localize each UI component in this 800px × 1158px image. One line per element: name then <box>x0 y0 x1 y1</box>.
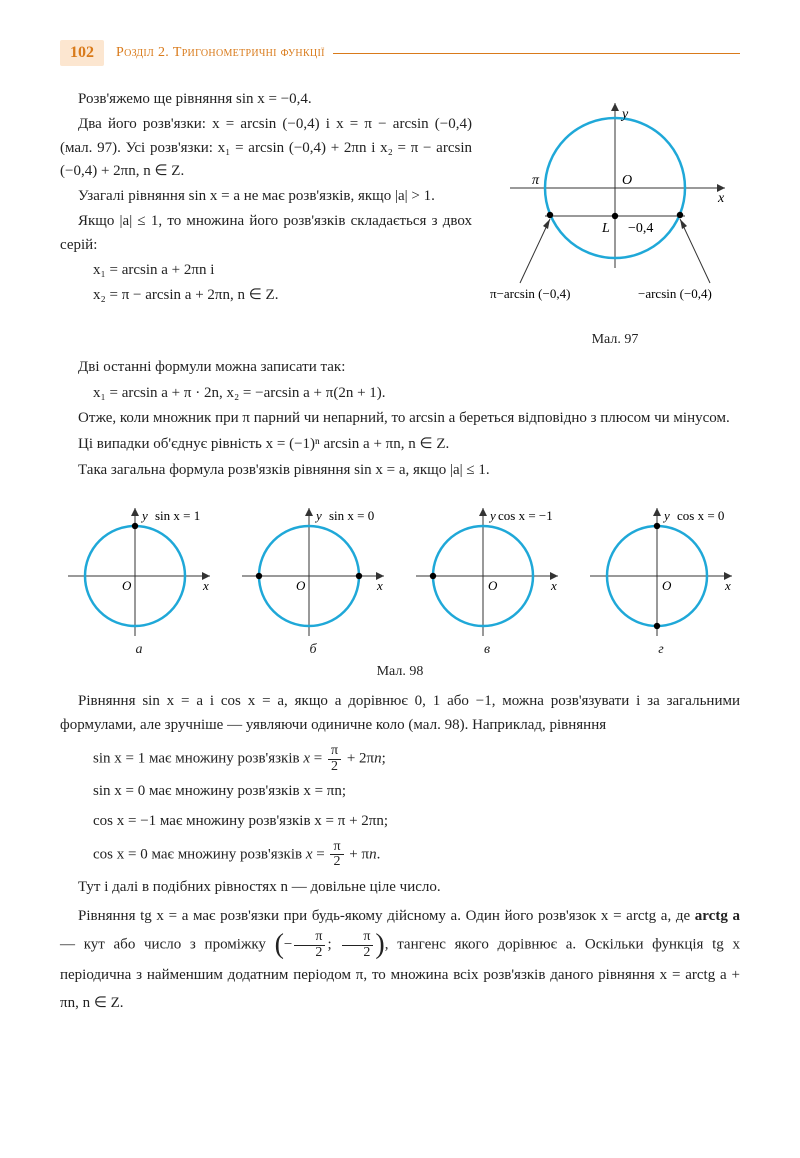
equation: cos x = 0 має множину розв'язків x = π2 … <box>93 840 740 870</box>
chapter-title: Розділ 2. Тригонометричні функції <box>116 45 325 61</box>
svg-text:L: L <box>601 221 610 236</box>
circle-cosm1: y x O cos x = −1 в <box>408 496 566 658</box>
svg-text:O: O <box>488 578 498 593</box>
unit-circle-diagram: y x O π L −0,4 π−arcsin (−0,4) −arcsin (… <box>490 88 740 328</box>
formula: x₂ = π − arcsin a + 2πn, n ∈ Z. <box>93 284 472 307</box>
svg-text:x: x <box>376 578 383 593</box>
svg-text:O: O <box>122 578 132 593</box>
paragraph: Дві останні формули можна записати так: <box>60 356 740 380</box>
svg-text:−0,4: −0,4 <box>628 221 653 236</box>
equation: cos x = −1 має множину розв'язків x = π … <box>93 810 740 834</box>
header-rule <box>333 53 740 54</box>
figure-caption: Мал. 98 <box>60 664 740 680</box>
svg-text:y: y <box>662 508 670 523</box>
body-text-2: Рівняння sin x = a і cos x = a, якщо a д… <box>60 690 740 1017</box>
circle-sin1: y x O sin x = 1 а <box>60 496 218 658</box>
svg-text:sin x = 1: sin x = 1 <box>155 508 200 523</box>
paragraph: Ці випадки об'єднує рівність x = (−1)ⁿ a… <box>60 433 740 457</box>
svg-text:cos x = −1: cos x = −1 <box>498 508 553 523</box>
formula: x₁ = arcsin a + 2πn і <box>93 259 472 282</box>
paragraph: Рівняння sin x = a і cos x = a, якщо a д… <box>60 690 740 737</box>
svg-text:x: x <box>550 578 557 593</box>
svg-text:O: O <box>662 578 672 593</box>
equation: sin x = 1 має множину розв'язків x = π2 … <box>93 744 740 774</box>
paragraph: Якщо |a| ≤ 1, то множина його розв'язків… <box>60 210 472 257</box>
paragraph: Така загальна формула розв'язків рівнянн… <box>60 459 740 483</box>
subfig-letter: в <box>408 642 566 658</box>
svg-text:y: y <box>620 107 629 122</box>
svg-text:x: x <box>717 191 725 206</box>
equation: sin x = 0 має множину розв'язків x = πn; <box>93 780 740 804</box>
svg-text:sin x = 0: sin x = 0 <box>329 508 374 523</box>
svg-text:π−arcsin (−0,4): π−arcsin (−0,4) <box>490 286 570 301</box>
svg-text:−arcsin (−0,4): −arcsin (−0,4) <box>638 286 712 301</box>
subfig-letter: а <box>60 642 218 658</box>
left-text-column: Розв'яжемо ще рівняння sin x = −0,4. Два… <box>60 88 472 309</box>
page-number: 102 <box>60 40 104 66</box>
svg-text:y: y <box>140 508 148 523</box>
figure-97: y x O π L −0,4 π−arcsin (−0,4) −arcsin (… <box>490 88 740 348</box>
subfig-letter: б <box>234 642 392 658</box>
svg-text:y: y <box>314 508 322 523</box>
svg-text:cos x = 0: cos x = 0 <box>677 508 724 523</box>
svg-text:x: x <box>202 578 209 593</box>
circle-sin0: y x O sin x = 0 б <box>234 496 392 658</box>
paragraph: Два його розв'язки: x = arcsin (−0,4) і … <box>60 113 472 183</box>
svg-text:O: O <box>296 578 306 593</box>
figure-caption: Мал. 97 <box>490 332 740 348</box>
svg-text:y: y <box>488 508 496 523</box>
paragraph: Тут і далі в подібних рівностях n — дові… <box>60 876 740 900</box>
circle-cos0: y x O cos x = 0 г <box>582 496 740 658</box>
body-text: Дві останні формули можна записати так: … <box>60 356 740 482</box>
paragraph: Рівняння tg x = a має розв'язки при будь… <box>60 902 740 1018</box>
page-header: 102 Розділ 2. Тригонометричні функції <box>60 40 740 66</box>
svg-text:x: x <box>724 578 731 593</box>
paragraph: Отже, коли множник при π парний чи непар… <box>60 407 740 431</box>
figure-98-row: y x O sin x = 1 а y x O sin x = 0 б <box>60 496 740 658</box>
svg-text:O: O <box>622 173 632 188</box>
svg-text:π: π <box>532 173 540 188</box>
paragraph: Розв'яжемо ще рівняння sin x = −0,4. <box>60 88 472 111</box>
subfig-letter: г <box>582 642 740 658</box>
formula: x₁ = arcsin a + π · 2n, x₂ = −arcsin a +… <box>93 382 740 406</box>
paragraph: Узагалі рівняння sin x = a не має розв'я… <box>60 185 472 208</box>
